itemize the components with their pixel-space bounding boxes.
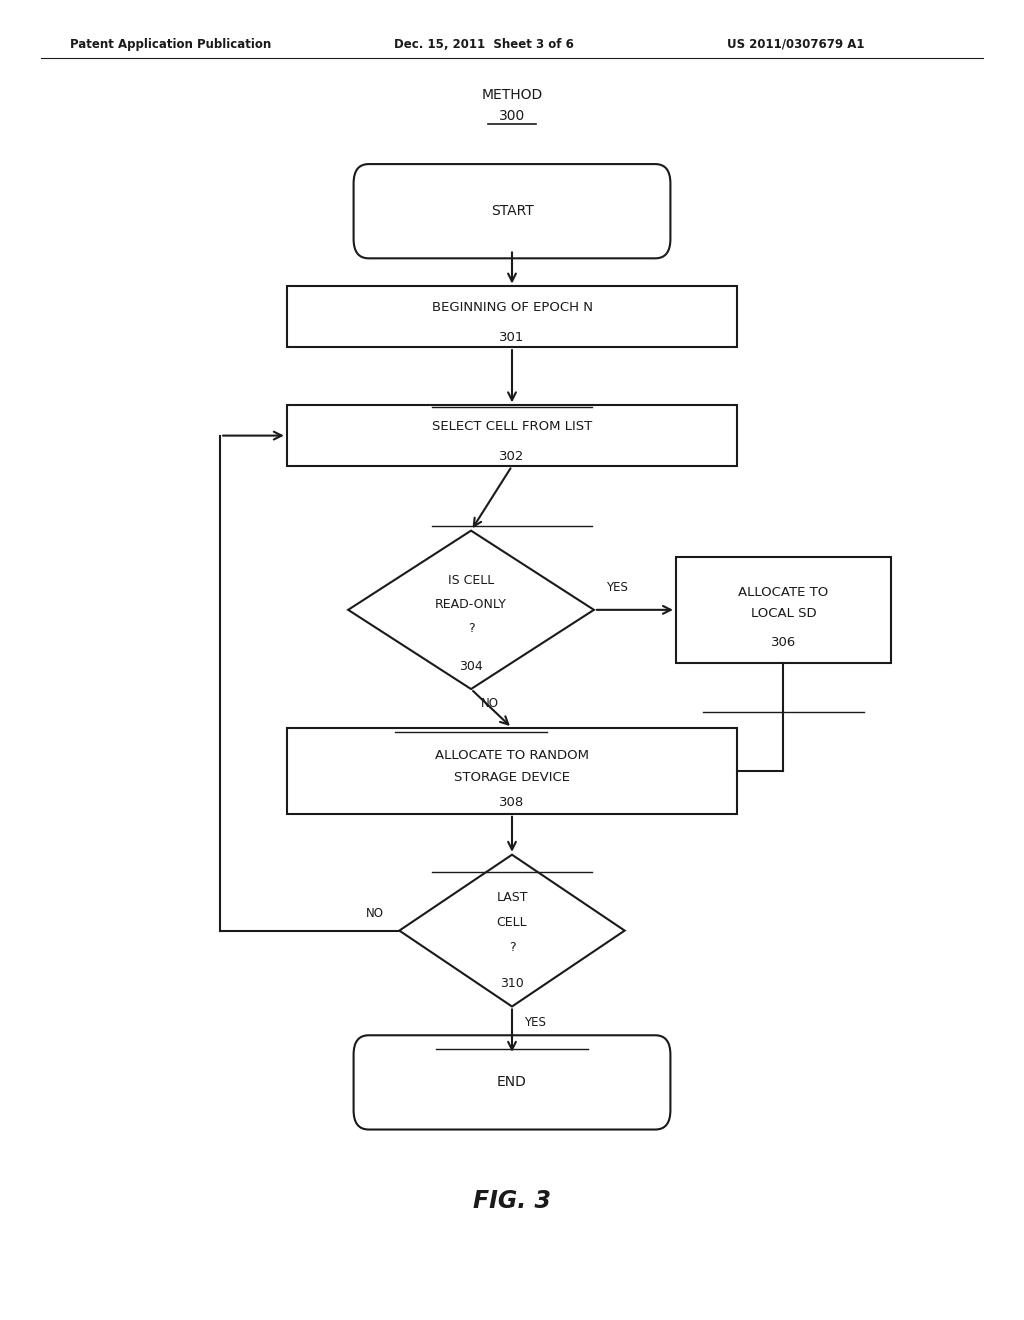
Text: 306: 306 bbox=[771, 636, 796, 649]
Text: METHOD: METHOD bbox=[481, 88, 543, 102]
Text: NO: NO bbox=[366, 907, 384, 920]
Text: 300: 300 bbox=[499, 110, 525, 123]
FancyBboxPatch shape bbox=[353, 1035, 671, 1130]
Text: US 2011/0307679 A1: US 2011/0307679 A1 bbox=[727, 38, 864, 50]
Text: START: START bbox=[490, 205, 534, 218]
Text: 308: 308 bbox=[500, 796, 524, 809]
Text: IS CELL: IS CELL bbox=[447, 574, 495, 587]
Polygon shape bbox=[399, 855, 625, 1006]
Text: ?: ? bbox=[468, 622, 474, 635]
Text: 302: 302 bbox=[500, 450, 524, 463]
Text: NO: NO bbox=[481, 697, 500, 710]
Text: END: END bbox=[497, 1076, 527, 1089]
Text: 310: 310 bbox=[500, 977, 524, 990]
Bar bbox=[676, 557, 891, 663]
Text: CELL: CELL bbox=[497, 916, 527, 929]
Text: Patent Application Publication: Patent Application Publication bbox=[70, 38, 271, 50]
Bar bbox=[287, 286, 737, 347]
Bar bbox=[287, 729, 737, 813]
Text: SELECT CELL FROM LIST: SELECT CELL FROM LIST bbox=[432, 420, 592, 433]
Text: 301: 301 bbox=[500, 331, 524, 345]
Text: READ-ONLY: READ-ONLY bbox=[435, 598, 507, 611]
Text: YES: YES bbox=[524, 1016, 546, 1028]
Text: ?: ? bbox=[509, 941, 515, 954]
Bar bbox=[287, 405, 737, 466]
Text: STORAGE DEVICE: STORAGE DEVICE bbox=[454, 771, 570, 784]
Polygon shape bbox=[348, 531, 594, 689]
Text: Dec. 15, 2011  Sheet 3 of 6: Dec. 15, 2011 Sheet 3 of 6 bbox=[394, 38, 574, 50]
Text: 304: 304 bbox=[459, 660, 483, 673]
Text: ALLOCATE TO: ALLOCATE TO bbox=[738, 586, 828, 599]
Text: YES: YES bbox=[606, 581, 628, 594]
Text: BEGINNING OF EPOCH N: BEGINNING OF EPOCH N bbox=[431, 301, 593, 314]
Text: ALLOCATE TO RANDOM: ALLOCATE TO RANDOM bbox=[435, 748, 589, 762]
Text: LAST: LAST bbox=[497, 891, 527, 904]
FancyBboxPatch shape bbox=[353, 164, 671, 259]
Text: FIG. 3: FIG. 3 bbox=[473, 1189, 551, 1213]
Text: LOCAL SD: LOCAL SD bbox=[751, 607, 816, 620]
